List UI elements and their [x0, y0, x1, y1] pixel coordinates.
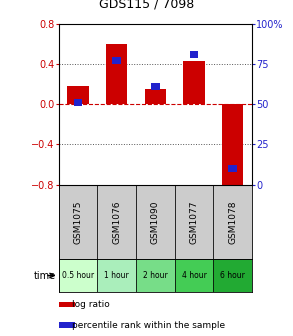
Text: 6 hour: 6 hour — [220, 271, 245, 280]
Bar — [145, 89, 166, 104]
Bar — [59, 323, 75, 328]
Text: GSM1076: GSM1076 — [112, 200, 121, 244]
Text: GSM1090: GSM1090 — [151, 200, 160, 244]
Bar — [67, 86, 88, 104]
Text: 1 hour: 1 hour — [104, 271, 129, 280]
Text: GSM1078: GSM1078 — [228, 200, 237, 244]
Bar — [97, 185, 136, 259]
Text: GSM1077: GSM1077 — [190, 200, 198, 244]
Bar — [59, 259, 97, 292]
Bar — [175, 185, 213, 259]
Bar — [59, 185, 97, 259]
Text: GSM1075: GSM1075 — [74, 200, 82, 244]
Bar — [106, 44, 127, 104]
Bar — [151, 83, 160, 90]
Bar — [190, 51, 198, 58]
Bar — [74, 99, 82, 106]
Text: 4 hour: 4 hour — [182, 271, 206, 280]
Text: 0.5 hour: 0.5 hour — [62, 271, 94, 280]
Text: log ratio: log ratio — [72, 300, 110, 309]
Bar — [175, 259, 213, 292]
Text: percentile rank within the sample: percentile rank within the sample — [72, 321, 225, 330]
Bar — [136, 185, 175, 259]
Bar — [112, 57, 121, 64]
Text: time: time — [33, 270, 56, 281]
Bar — [228, 165, 237, 172]
Bar — [213, 259, 252, 292]
Bar — [136, 259, 175, 292]
Bar — [97, 259, 136, 292]
Bar — [222, 104, 243, 190]
Bar — [183, 61, 205, 104]
Bar — [59, 302, 75, 307]
Text: 2 hour: 2 hour — [143, 271, 168, 280]
Bar — [213, 185, 252, 259]
Text: GDS115 / 7098: GDS115 / 7098 — [99, 0, 194, 10]
